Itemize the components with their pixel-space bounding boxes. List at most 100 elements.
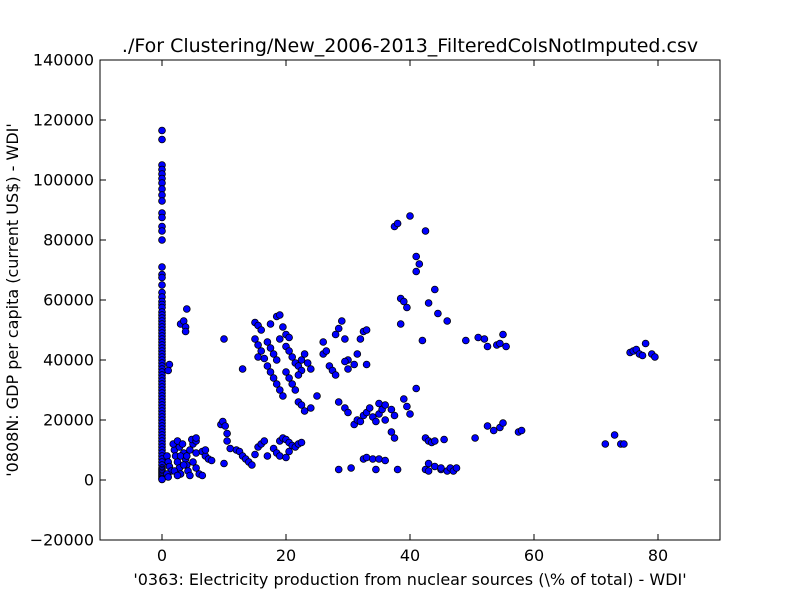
data-point: [165, 360, 174, 369]
data-point: [158, 273, 166, 282]
data-point: [347, 464, 355, 472]
data-point: [158, 135, 166, 144]
data-point: [334, 465, 343, 474]
data-point: [424, 467, 433, 475]
data-point: [356, 417, 365, 426]
data-point: [334, 324, 343, 333]
y-tick-label: 60000: [43, 291, 94, 310]
data-point: [179, 461, 188, 469]
data-point: [279, 392, 287, 400]
data-point: [158, 213, 166, 222]
data-point: [275, 452, 284, 460]
data-point: [341, 335, 349, 343]
data-point: [192, 464, 200, 472]
data-point: [266, 344, 275, 352]
data-point: [430, 462, 439, 471]
data-point: [288, 380, 297, 388]
data-point: [424, 299, 433, 307]
data-point: [430, 285, 439, 294]
data-point: [266, 320, 275, 328]
data-point: [461, 336, 470, 345]
y-axis-label: '0808N: GDP per capita (current US$) - W…: [3, 123, 22, 477]
data-point: [393, 465, 402, 474]
data-point: [483, 342, 492, 351]
data-point: [198, 471, 207, 480]
data-point: [183, 305, 191, 313]
data-point: [483, 422, 492, 430]
data-point: [474, 333, 483, 342]
data-point: [223, 437, 231, 445]
data-point: [275, 386, 284, 394]
data-point: [319, 338, 328, 346]
data-point: [158, 236, 166, 244]
data-point: [266, 368, 275, 376]
data-point: [362, 453, 371, 462]
data-point: [285, 447, 293, 456]
y-tick-label: 80000: [43, 231, 94, 250]
data-point: [288, 353, 297, 361]
data-point: [415, 260, 424, 268]
data-point: [393, 219, 402, 228]
data-point: [164, 366, 173, 375]
data-point: [220, 459, 228, 468]
data-point: [207, 456, 216, 465]
data-point: [368, 455, 377, 463]
data-point: [257, 326, 266, 334]
data-point: [238, 365, 247, 373]
data-point: [499, 330, 507, 339]
data-point: [269, 350, 278, 358]
data-point: [269, 374, 278, 382]
data-point: [480, 335, 489, 343]
data-point: [158, 197, 166, 205]
data-point: [285, 374, 293, 382]
data-point: [282, 368, 290, 376]
data-point: [424, 459, 433, 468]
data-point: [173, 471, 182, 480]
data-point: [372, 465, 380, 474]
x-tick-label: 60: [524, 546, 544, 565]
data-point: [638, 351, 647, 360]
data-point: [437, 464, 445, 472]
data-point: [158, 126, 166, 135]
data-point: [651, 353, 659, 361]
data-point: [294, 371, 303, 379]
data-point: [220, 335, 228, 343]
data-point: [396, 320, 405, 328]
data-point: [272, 380, 281, 388]
data-point: [356, 335, 365, 343]
data-point: [365, 404, 374, 412]
data-point: [248, 461, 256, 469]
data-point: [353, 350, 362, 358]
data-point: [158, 475, 166, 484]
data-point: [158, 281, 166, 289]
data-point: [418, 336, 427, 345]
data-point: [350, 360, 359, 369]
data-point: [223, 429, 231, 438]
y-tick-label: 100000: [33, 171, 94, 190]
y-tick-label: 40000: [43, 351, 94, 370]
data-point: [297, 438, 306, 447]
data-point: [178, 440, 187, 448]
data-point: [183, 452, 191, 460]
data-point: [254, 353, 262, 361]
y-tick-label: −20000: [30, 531, 94, 550]
data-point: [257, 347, 266, 355]
y-tick-label: 120000: [33, 111, 94, 130]
data-point: [181, 327, 190, 336]
x-tick-label: 20: [276, 546, 296, 565]
data-point: [387, 405, 396, 414]
data-point: [334, 398, 343, 406]
data-point: [381, 416, 390, 424]
data-point: [620, 440, 628, 448]
data-point: [387, 428, 396, 436]
data-point: [263, 452, 272, 460]
data-point: [306, 404, 315, 412]
data-point: [186, 471, 194, 480]
data-point: [303, 359, 312, 367]
data-point: [272, 356, 281, 364]
data-point: [285, 347, 293, 355]
data-point: [381, 401, 390, 409]
data-point: [610, 431, 619, 439]
data-point: [406, 212, 414, 220]
x-tick-label: 80: [648, 546, 668, 565]
